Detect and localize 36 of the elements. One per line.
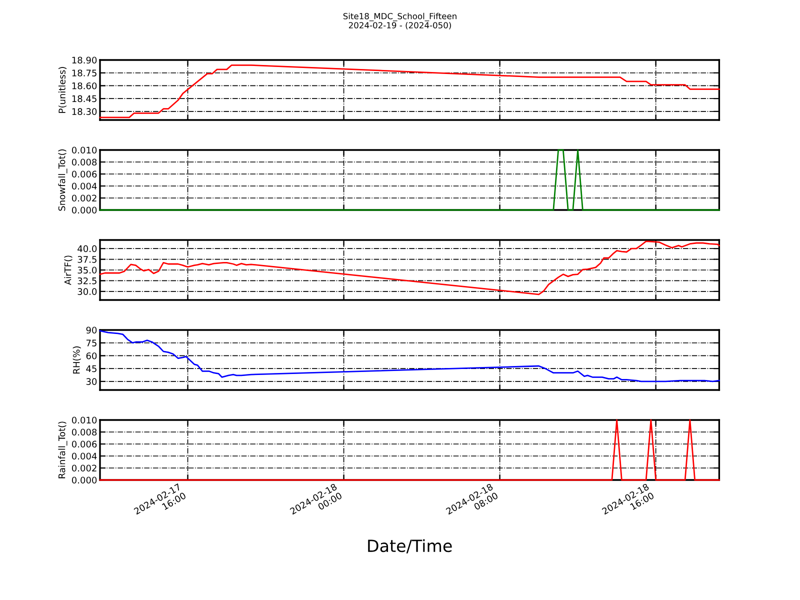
y-tick-label: 0.002 bbox=[72, 464, 96, 472]
y-tick-label: 0.010 bbox=[72, 416, 97, 424]
y-tick-label: 60 bbox=[86, 352, 97, 360]
y-tick-label: 40.0 bbox=[78, 245, 97, 252]
y-tick-label: 90 bbox=[86, 326, 97, 334]
y-tick-label: 18.60 bbox=[72, 82, 97, 90]
y-tick-label: 0.004 bbox=[72, 452, 97, 460]
y-tick-label: 0.000 bbox=[72, 476, 97, 484]
y-tick-label: 35.0 bbox=[78, 266, 97, 274]
y-tick-label: 32.5 bbox=[78, 277, 96, 284]
y-axis-title: P(unitless) bbox=[58, 67, 67, 113]
y-tick-label: 0.006 bbox=[72, 170, 97, 178]
y-tick-label: 30.0 bbox=[78, 288, 97, 295]
y-tick-label: 0.004 bbox=[72, 182, 97, 190]
y-tick-label: 45 bbox=[86, 365, 96, 372]
y-tick-label: 0.000 bbox=[72, 206, 97, 214]
y-tick-label: 0.002 bbox=[72, 194, 96, 202]
y-tick-label: 0.010 bbox=[72, 146, 97, 154]
y-tick-label: 30 bbox=[86, 378, 97, 385]
y-tick-label: 0.008 bbox=[72, 158, 97, 166]
y-axis-title: Rainfall_Tot() bbox=[58, 422, 68, 478]
y-tick-label: 18.90 bbox=[72, 56, 97, 64]
y-tick-label: 0.008 bbox=[72, 428, 97, 436]
y-axis-title: AirTF() bbox=[64, 256, 72, 285]
chart-subtitle: 2024-02-19 - (2024-050) bbox=[348, 22, 451, 30]
y-tick-label: 18.45 bbox=[72, 95, 96, 102]
y-tick-label: 37.5 bbox=[78, 256, 96, 263]
y-axis-title: RH(%) bbox=[72, 346, 81, 374]
line-series bbox=[99, 64, 720, 118]
chart-title: Site18_MDC_School_Fifteen bbox=[343, 12, 456, 22]
y-tick-label: 18.75 bbox=[72, 70, 96, 76]
y-tick-label: 0.006 bbox=[72, 440, 97, 448]
x-axis-title: Date/Time bbox=[368, 539, 452, 554]
y-tick-label: 18.30 bbox=[72, 108, 97, 115]
y-tick-label: 75 bbox=[86, 340, 96, 346]
y-axis-title: Snowfall_Tot() bbox=[58, 149, 68, 211]
